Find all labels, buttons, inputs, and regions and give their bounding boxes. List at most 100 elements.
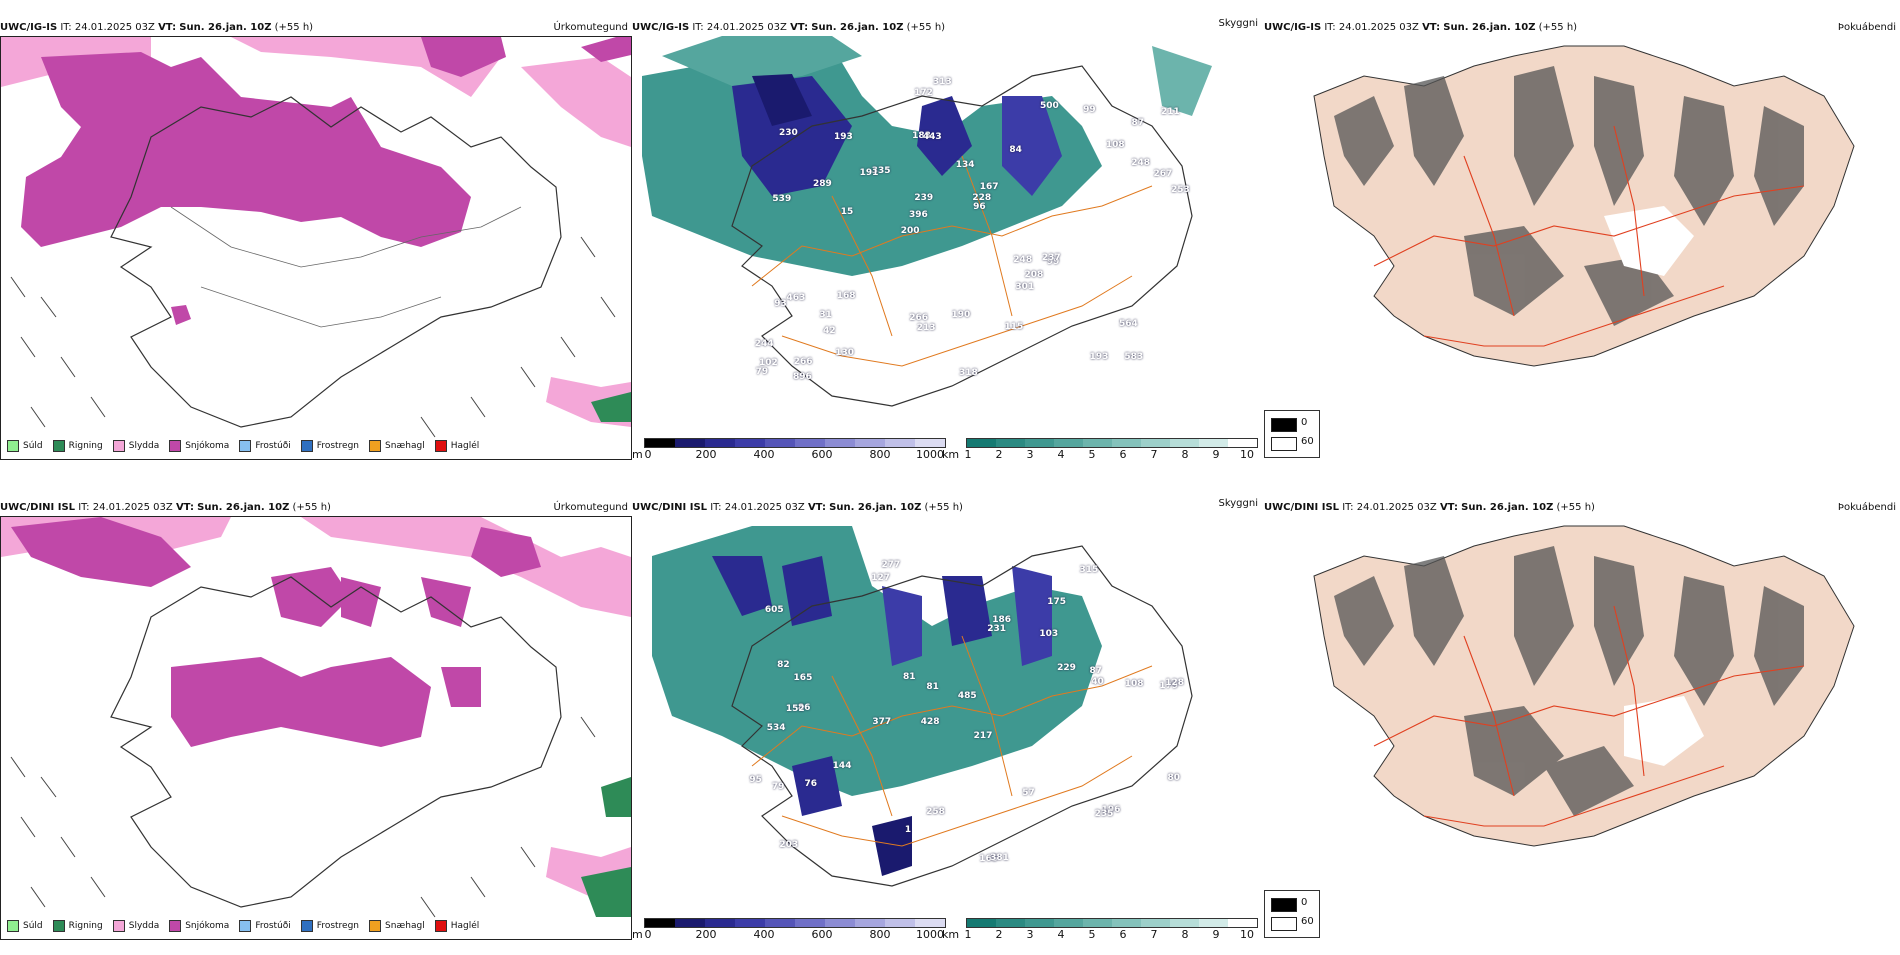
model-name: UWC/DINI ISL <box>632 502 708 513</box>
visibility-tick: 2 <box>995 448 1003 461</box>
terrain-height-label: 167 <box>979 181 999 192</box>
terrain-height-label: 237 <box>1041 253 1061 264</box>
swatch-hail <box>434 440 447 452</box>
terrain-height-label: 253 <box>1170 184 1190 195</box>
terrain-height-label: 87 <box>1089 665 1102 676</box>
swatch-sleet <box>112 920 125 932</box>
legend-item-drizzle: Súld <box>7 920 43 932</box>
terrain-height-label: 42 <box>823 326 836 337</box>
panel-header: UWC/DINI ISL IT: 24.01.2025 03Z VT: Sun.… <box>632 500 1264 516</box>
fog-legend: 0 60 <box>1264 410 1320 458</box>
visibility-tick: 8 <box>1181 448 1189 461</box>
fog-swatch-low <box>1271 418 1297 432</box>
legend-item-freezing-drizzle: Frostúði <box>239 920 291 932</box>
forecast-row-dini: UWC/DINI ISL IT: 24.01.2025 03Z VT: Sun.… <box>0 480 1900 955</box>
precip-map-graphic <box>1 517 631 918</box>
swatch-drizzle <box>7 440 19 452</box>
visibility-colorbar: km 1 2 3 4 5 6 7 8 9 10 <box>942 918 1262 950</box>
terrain-height-label: 377 <box>872 717 892 728</box>
legend-item-sleet: Slydda <box>112 920 159 932</box>
colorbar-segment <box>1170 919 1199 927</box>
terrain-height-label: 277 <box>881 559 901 570</box>
visibility-tick: 1 <box>964 448 972 461</box>
terrain-height-label: 81 <box>926 681 939 692</box>
swatch-snow <box>169 440 182 452</box>
visibility-tick: 6 <box>1119 928 1127 941</box>
panel-header: UWC/IG-IS IT: 24.01.2025 03Z VT: Sun. 26… <box>0 20 632 36</box>
terrain-height-label: 228 <box>972 193 992 204</box>
terrain-tick: 0 <box>644 448 652 461</box>
colorbar-segment <box>645 439 675 447</box>
vt-label: VT: <box>175 502 194 513</box>
panel-title: Úrkomutegund <box>553 22 628 33</box>
precip-legend: Súld Rigning Slydda Snjókoma Frostúði Fr… <box>3 915 479 937</box>
fog-label-high: 60 <box>1301 436 1314 447</box>
vt-value: Sun. 26.jan. 10Z <box>829 502 922 513</box>
terrain-height-label: 99 <box>1046 256 1060 267</box>
terrain-height-label: 230 <box>778 128 798 139</box>
terrain-height-label: 115 <box>1004 321 1024 332</box>
legend-item-rain: Rigning <box>52 440 103 452</box>
terrain-colorbar: m 0 200 400 600 800 1000 <box>632 438 946 470</box>
terrain-height-label: 196 <box>1101 805 1121 816</box>
terrain-height-label: 200 <box>900 226 920 237</box>
it-value: 24.01.2025 03Z <box>92 502 173 513</box>
visibility-tick: 10 <box>1240 448 1254 461</box>
colorbar-segment <box>1083 919 1112 927</box>
terrain-height-label: 81 <box>902 672 916 683</box>
panel-header: UWC/DINI ISL IT: 24.01.2025 03Z VT: Sun.… <box>0 500 632 516</box>
forecast-row-igis: UWC/IG-IS IT: 24.01.2025 03Z VT: Sun. 26… <box>0 0 1900 475</box>
legend-item-rain: Rigning <box>52 920 103 932</box>
visibility-tick: 7 <box>1150 928 1158 941</box>
lead-time: (+55 h) <box>924 502 963 513</box>
terrain-height-label: 231 <box>987 623 1007 634</box>
legend-item-graupel: Snæhagl <box>369 440 425 452</box>
lead-time: (+55 h) <box>292 502 331 513</box>
colorbar-segment <box>1228 919 1257 927</box>
legend-item-hail: Haglél <box>434 440 479 452</box>
terrain-height-label: 99 <box>1083 104 1096 115</box>
swatch-hail <box>434 920 447 932</box>
panel-header: UWC/IG-IS IT: 24.01.2025 03Z VT: Sun. 26… <box>632 20 1264 36</box>
terrain-height-label: 564 <box>1119 319 1138 330</box>
colorbar-segment <box>1054 919 1083 927</box>
colorbar-segment <box>967 439 996 447</box>
swatch-freezing-rain <box>300 440 313 452</box>
precip-map-graphic <box>1 37 631 438</box>
colorbar-segment <box>885 919 915 927</box>
swatch-rain <box>52 920 65 932</box>
colorbar-segment <box>705 439 735 447</box>
colorbar-segment <box>1141 439 1170 447</box>
terrain-height-label: 485 <box>957 691 977 702</box>
colorbar-segment <box>855 439 885 447</box>
terrain-height-label: 896 <box>793 372 812 383</box>
fog-panel: UWC/DINI ISL IT: 24.01.2025 03Z VT: Sun.… <box>1264 480 1900 955</box>
colorbar-segment <box>855 919 885 927</box>
legend-label: Snæhagl <box>385 441 425 451</box>
fog-panel: UWC/IG-IS IT: 24.01.2025 03Z VT: Sun. 26… <box>1264 0 1900 475</box>
colorbar-segment <box>795 439 825 447</box>
model-name: UWC/IG-IS <box>1264 22 1322 33</box>
legend-item-graupel: Snæhagl <box>369 920 425 932</box>
fog-swatch-high <box>1271 917 1297 931</box>
fog-map-graphic <box>1313 525 1855 847</box>
terrain-height-label: 244 <box>754 338 774 349</box>
visibility-panel: UWC/IG-IS IT: 24.01.2025 03Z VT: Sun. 26… <box>632 0 1264 475</box>
colorbar-segment <box>1170 439 1199 447</box>
visibility-colorbar-bar <box>966 438 1258 448</box>
model-name: UWC/DINI ISL <box>0 502 76 513</box>
legend-label: Snjókoma <box>185 921 230 931</box>
visibility-tick: 3 <box>1026 448 1034 461</box>
terrain-height-label: 165 <box>793 673 813 684</box>
panel-header: UWC/DINI ISL IT: 24.01.2025 03Z VT: Sun.… <box>1264 500 1900 516</box>
visibility-colorbar-bar <box>966 918 1258 928</box>
it-label: IT: <box>60 22 72 33</box>
colorbar-segment <box>967 919 996 927</box>
swatch-freezing-drizzle <box>239 920 252 932</box>
panel-title: Þokuábendi <box>1837 502 1896 513</box>
colorbar-segment <box>915 439 945 447</box>
vt-value: Sun. 26.jan. 10Z <box>179 22 272 33</box>
terrain-height-label: 315 <box>1079 564 1099 575</box>
terrain-tick: 800 <box>869 448 891 461</box>
terrain-height-label: 396 <box>908 209 928 220</box>
